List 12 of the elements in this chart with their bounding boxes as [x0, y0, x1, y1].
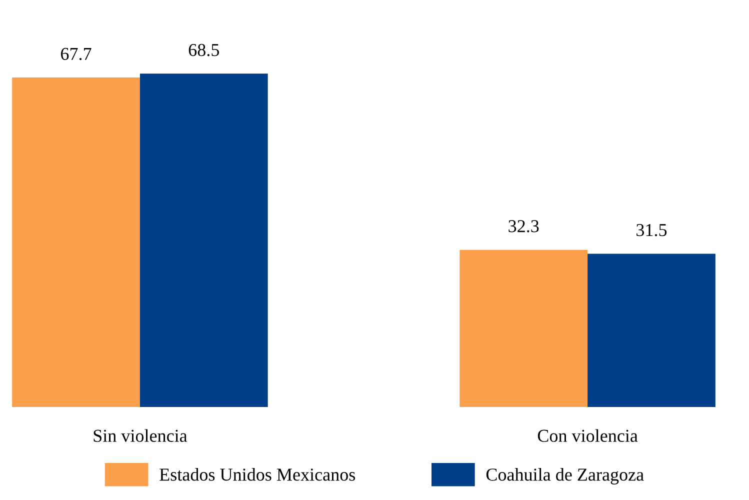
data-label: 67.7 [61, 48, 92, 60]
data-label: 68.5 [188, 44, 219, 56]
bar [588, 254, 716, 407]
bar [12, 78, 140, 407]
x-tick-label: Con violencia [538, 429, 638, 442]
legend-label: Estados Unidos Mexicanos [160, 468, 356, 481]
legend-label: Coahuila de Zaragoza [486, 468, 644, 484]
x-tick-label: Sin violencia [94, 429, 188, 442]
data-label: 31.5 [636, 224, 667, 236]
data-label: 32.3 [508, 220, 539, 232]
bar [460, 250, 588, 407]
bar [140, 74, 268, 407]
